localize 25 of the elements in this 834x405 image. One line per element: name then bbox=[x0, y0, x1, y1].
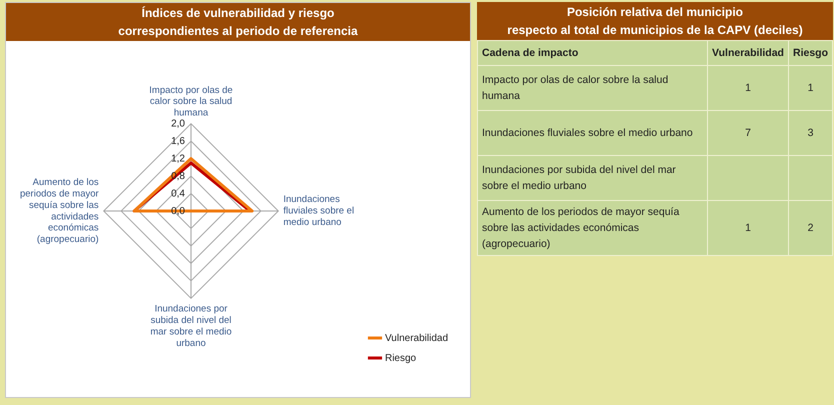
y-tick-label: 1,6 bbox=[171, 136, 186, 147]
y-tick-label: 0,4 bbox=[171, 188, 186, 200]
legend-label: Vulnerabilidad bbox=[708, 40, 788, 66]
legend-label: Riesgo bbox=[384, 352, 417, 364]
spoke-label: Aumento de los periodos de mayor sequía sobre las actividades económicas (agropecuario) bbox=[20, 177, 99, 246]
data-label: 7 bbox=[708, 110, 788, 156]
category-label: Inundaciones por subida del nivel del mar sobre el medio urbano bbox=[478, 156, 708, 200]
data-label: 2 bbox=[788, 200, 832, 256]
text: Cadena de impacto bbox=[478, 40, 708, 66]
data-label: 1 bbox=[708, 66, 788, 110]
category-label: Inundaciones fluviales sobre el medio urbano bbox=[478, 110, 708, 156]
spoke-label: Inundaciones fluviales sobre el medio urbano bbox=[283, 194, 354, 228]
text: Posición relativa del municipio respecto al total de municipios de la CAPV (deciles) bbox=[477, 2, 833, 40]
chart-title: Índices de vulnerabilidad y riesgo correspondientes al periodo de referencia bbox=[6, 3, 470, 41]
data-label: 3 bbox=[788, 110, 832, 156]
series-label: Riesgo bbox=[788, 40, 832, 66]
category-label: Impacto por olas de calor sobre la salud humana bbox=[478, 66, 708, 110]
y-tick-label: 1,2 bbox=[171, 153, 186, 164]
data-label: 1 bbox=[788, 66, 832, 110]
y-tick-label: 2,0 bbox=[171, 118, 186, 130]
spoke-label: Inundaciones por subida del nivel del mar sobre el medio urbano bbox=[150, 304, 232, 349]
data-label: 1 bbox=[708, 200, 788, 256]
legend-label: Vulnerabilidad bbox=[384, 332, 448, 344]
category-label: Aumento de los periodos de mayor sequía sobre las actividades económicas (agropecuario) bbox=[478, 200, 708, 256]
spoke-label: Impacto por olas de calor sobre la salud humana bbox=[149, 84, 233, 119]
